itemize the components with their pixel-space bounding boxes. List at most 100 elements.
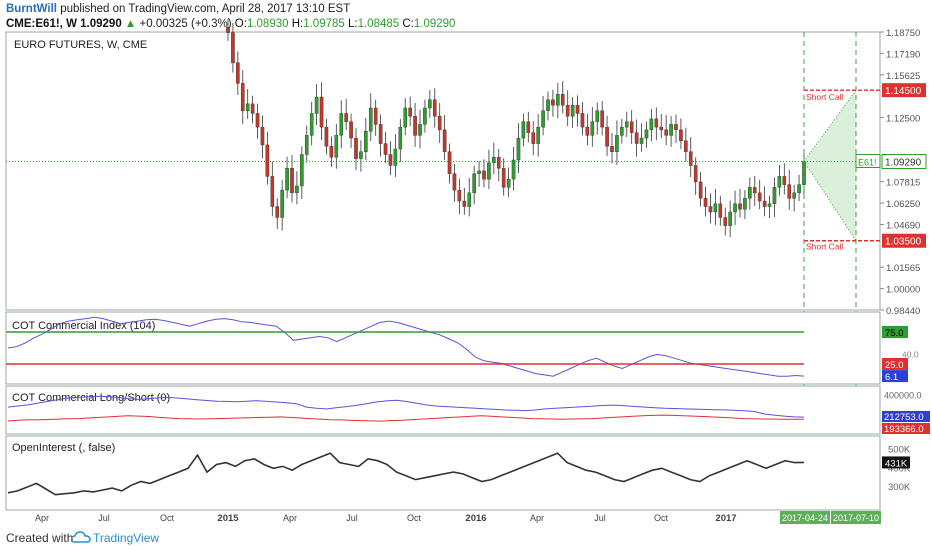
candle-body (477, 170, 481, 174)
candle-body (492, 157, 496, 163)
cot-index-pane[interactable]: COT Commercial Index (104)40.075.025.06.… (5, 311, 919, 385)
index-axis-label: 40.0 (902, 349, 919, 359)
price-tick-label: 1.00000 (886, 285, 920, 296)
time-label: Jul (98, 513, 110, 523)
candle-body (531, 132, 536, 144)
pane-title: EURO FUTURES, W, CME (14, 39, 147, 51)
oi-axis-label: 400K (888, 463, 911, 474)
candle-body (541, 110, 545, 128)
time-label: 2016 (465, 513, 486, 524)
candle-body (624, 121, 629, 128)
publish-info: published on TradingView.com, April 28, … (60, 3, 351, 15)
candle-body (752, 187, 757, 194)
cot-long-line (7, 395, 805, 418)
candle-body (231, 32, 235, 63)
candle-body (526, 121, 531, 133)
candle-body (654, 118, 659, 128)
date-tag: 2017-07-10 (833, 513, 879, 523)
candle-body (698, 181, 703, 199)
date-tag: 2017-04-24 (782, 513, 828, 523)
candle-body (344, 113, 348, 122)
high-label: H: (291, 18, 304, 30)
open-interest-pane[interactable]: OpenInterest (, false) 500K 400K 300K 431K (5, 435, 911, 511)
candle-body (693, 165, 698, 183)
low-label: L: (348, 18, 358, 30)
candle-body (620, 126, 624, 136)
candle-body (797, 184, 801, 194)
candle-body (688, 151, 693, 166)
candle-body (482, 170, 486, 180)
candle-body (319, 96, 324, 128)
candle-body (590, 121, 595, 136)
candle-body (649, 118, 654, 131)
high-value: 1.09785 (303, 18, 345, 30)
time-label: Apr (35, 513, 49, 523)
candle-body (300, 154, 304, 187)
last-price-symbol: E61! (858, 157, 877, 167)
time-label: Jul (594, 513, 606, 523)
candle-body (364, 131, 368, 152)
candle-body (442, 129, 447, 152)
candle-body (359, 151, 363, 159)
time-label: Apr (530, 513, 544, 523)
price-tick-label: 1.04690 (886, 220, 920, 231)
short-tag-box (882, 423, 930, 434)
candle-body (354, 137, 358, 159)
interval-label: W (66, 18, 77, 30)
short-call-tag-box (882, 83, 926, 98)
long-tag-box (882, 411, 930, 422)
candle-body (713, 203, 718, 213)
close-value: 1.09290 (413, 18, 456, 30)
oi-axis-label: 500K (888, 444, 911, 455)
candle-body (629, 121, 634, 133)
candle-body (634, 132, 639, 144)
tradingview-link[interactable]: TradingView (93, 531, 160, 545)
candle-body (674, 124, 678, 131)
candle-body (270, 176, 275, 207)
quote-line: CME:E61!, W 1.09290 ▲ +0.00325 (+0.3%) O… (6, 17, 455, 32)
pane-title: COT Commercial Long/Short (0) (12, 392, 170, 404)
price-tick-label: 1.15625 (886, 71, 920, 82)
candle-body (570, 105, 575, 117)
candle-body (250, 103, 255, 114)
chart-canvas[interactable]: EURO FUTURES, W, CME 1.18750 1.17190 1.1562… (0, 0, 932, 524)
close-label: C: (402, 18, 414, 30)
time-label: 2017 (715, 513, 736, 524)
time-label: Oct (160, 513, 175, 523)
price-pane[interactable]: EURO FUTURES, W, CME 1.18750 1.17190 1.1562… (5, 18, 927, 510)
candle-body (787, 184, 792, 199)
cot-long-short-pane[interactable]: COT Commercial Long/Short (0) 400000.0 212… (5, 385, 930, 435)
cot-index-line (7, 316, 805, 377)
candle-body (447, 151, 452, 174)
price-tick-label: 1.06250 (886, 199, 920, 210)
projection-cone (804, 90, 856, 241)
projection-lower-edge (803, 161, 857, 242)
oi-axis-label: 300K (888, 482, 911, 493)
candle-body (496, 157, 501, 169)
candle-body (285, 167, 289, 191)
candle-body (275, 206, 280, 218)
candle-body (295, 185, 299, 194)
short-call-label: Short Call (806, 92, 843, 102)
candle-body (398, 126, 403, 150)
candle-body (452, 173, 457, 191)
candle-body (329, 146, 334, 158)
candle-body (462, 200, 467, 207)
candle-body (551, 99, 555, 106)
oi-tag-box (882, 456, 910, 469)
pane-frame (5, 31, 881, 311)
candle-body (487, 162, 491, 180)
time-label: Oct (654, 513, 669, 523)
candle-body (437, 115, 442, 131)
candle-body (324, 126, 329, 147)
author-link[interactable]: BurntWill (6, 3, 57, 15)
candle-body (339, 113, 344, 136)
time-axis[interactable]: Apr Jul Oct 2015 Apr Jul Oct 2016 Apr Jul Oct 2017 2… (6, 509, 881, 524)
price-tick-label: 1.18750 (886, 28, 920, 39)
change-label: +0.00325 (+0.3%) (139, 18, 232, 30)
candle-body (639, 137, 644, 144)
candle-body (777, 176, 782, 188)
candle-body (428, 99, 432, 109)
candle-body (457, 189, 462, 202)
candle-body (565, 105, 570, 117)
